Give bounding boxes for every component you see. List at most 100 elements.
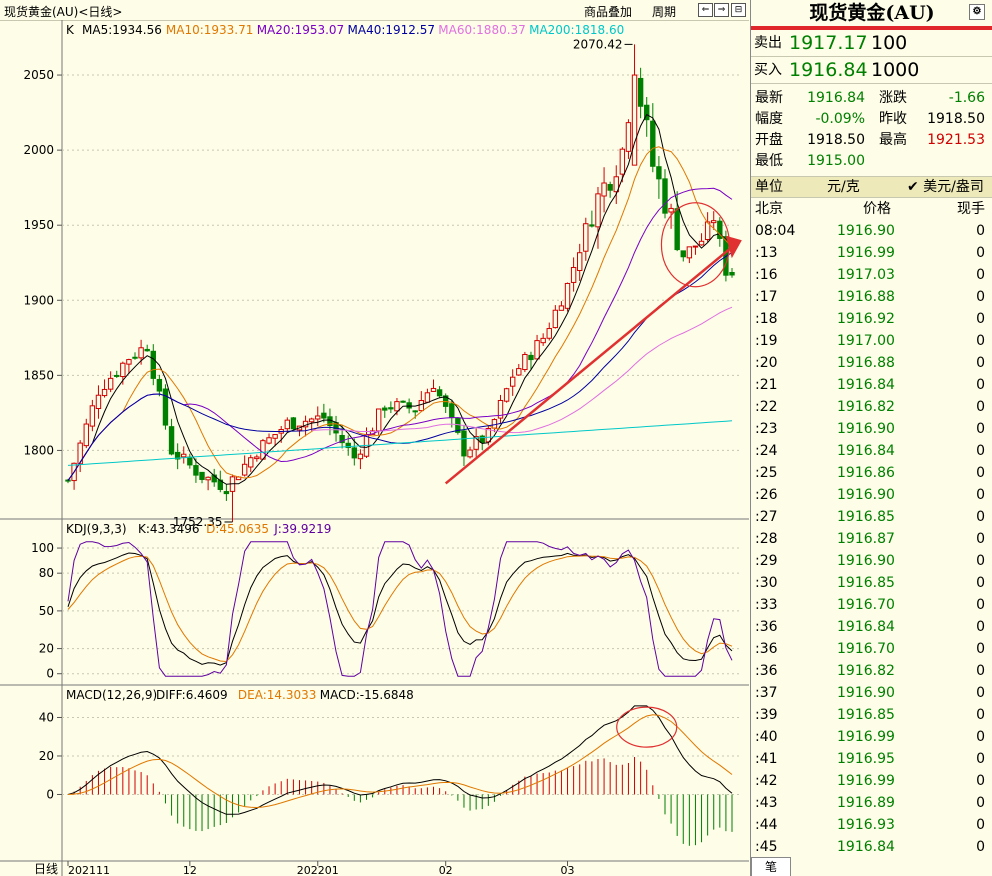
- candle-body: [120, 362, 126, 378]
- tick-time: :28: [755, 531, 778, 547]
- tick-price: 1916.86: [837, 465, 895, 481]
- unit-option-checkbox[interactable]: ✔ 美元/盎司: [907, 179, 984, 195]
- candle-body: [101, 388, 108, 397]
- tick-row: :21 1916.84 0: [751, 374, 992, 396]
- ma-line-20: [67, 187, 733, 481]
- ma-legend-label: MA40:1912.57: [348, 23, 436, 37]
- tick-volume: 0: [976, 619, 985, 635]
- candle-body: [424, 392, 431, 403]
- stat-value: -0.09%: [815, 111, 865, 127]
- tick-row: :45 1916.84 0: [751, 836, 992, 858]
- candle-body: [248, 457, 254, 468]
- high-annotation: 2070.42: [573, 37, 623, 51]
- candle-body: [77, 442, 83, 465]
- tick-row: :28 1916.87 0: [751, 528, 992, 550]
- unit-value[interactable]: 元/克: [827, 179, 860, 195]
- overlay-link[interactable]: 商品叠加: [584, 5, 633, 19]
- stat-value: -1.66: [948, 90, 985, 106]
- buy-price: 1916.84: [789, 59, 868, 81]
- stat-label: 涨跌: [879, 90, 907, 106]
- stat-row: 最新 1916.84 涨跌 -1.66: [751, 88, 992, 109]
- candle-body: [516, 368, 522, 376]
- candle-body: [704, 221, 711, 240]
- stat-label: 昨收: [879, 111, 907, 127]
- candle-body: [241, 463, 248, 476]
- period-link[interactable]: 周期: [652, 5, 677, 19]
- y-tick-label: 1950: [23, 218, 54, 232]
- candle-body: [668, 207, 674, 213]
- candle-body: [692, 245, 699, 248]
- candle-body: [729, 271, 735, 276]
- candle-body: [461, 430, 467, 457]
- y-tick-label: 2050: [23, 68, 54, 82]
- kdj-line-k: [67, 552, 733, 666]
- candle-body: [290, 417, 297, 430]
- candle-body: [589, 224, 595, 227]
- candle-body: [650, 120, 656, 167]
- candle-body: [144, 348, 150, 352]
- tick-volume: 0: [976, 465, 985, 481]
- tick-price: 1916.90: [837, 487, 895, 503]
- ma-line-60: [311, 306, 733, 434]
- stat-value: 1918.50: [927, 111, 985, 127]
- tick-price: 1916.87: [837, 531, 895, 547]
- tick-price: 1917.00: [837, 333, 895, 349]
- tick-time: :36: [755, 663, 778, 679]
- ma-line-200: [67, 420, 733, 466]
- candle-body: [717, 220, 723, 239]
- macd-legend-label: MACD:-15.6848: [320, 688, 414, 702]
- candle-body: [637, 77, 644, 107]
- tick-volume: 0: [976, 487, 985, 503]
- tick-price: 1916.88: [837, 289, 895, 305]
- candle-body: [503, 388, 510, 402]
- candle-body: [162, 388, 169, 426]
- candle-body: [662, 178, 668, 214]
- tick-volume: 0: [976, 553, 985, 569]
- candle-body: [522, 354, 528, 371]
- tick-time: :16: [755, 267, 778, 283]
- macd-diff-line: [67, 705, 733, 815]
- tick-time: :36: [755, 641, 778, 657]
- candle-body: [546, 328, 552, 339]
- kline-chart-area[interactable]: 180018501900195020002050020508010002040K…: [0, 20, 749, 876]
- kdj-legend-prefix: KDJ(9,3,3): [66, 522, 127, 536]
- settings-icon[interactable]: ⚙: [969, 4, 985, 20]
- candle-body: [564, 282, 571, 309]
- tab-trades[interactable]: 笔: [751, 857, 791, 876]
- candle-body: [394, 401, 400, 412]
- candle-body: [315, 415, 321, 420]
- nav-close-button[interactable]: ⊟: [731, 3, 746, 17]
- nav-right-button[interactable]: ⇒: [714, 3, 729, 17]
- tick-volume: 0: [976, 751, 985, 767]
- x-tick-label: 202201: [297, 864, 339, 876]
- candle-body: [552, 309, 559, 329]
- tick-volume: 0: [976, 817, 985, 833]
- candle-body: [534, 340, 540, 360]
- tick-list[interactable]: 08:04 1916.90 0:13 1916.99 0:16 1917.03 0:17 19…: [751, 220, 992, 858]
- tick-time: :36: [755, 619, 778, 635]
- candle-body: [473, 436, 479, 450]
- candle-body: [357, 453, 364, 460]
- tick-time: :20: [755, 355, 778, 371]
- candle-body: [375, 408, 382, 432]
- tick-volume: 0: [976, 333, 985, 349]
- tick-price: 1916.99: [837, 729, 895, 745]
- period-label: 日线: [34, 862, 58, 876]
- candle-body: [418, 400, 425, 412]
- tick-time: :17: [755, 289, 778, 305]
- candle-body: [321, 412, 327, 419]
- tick-row: :18 1916.92 0: [751, 308, 992, 330]
- tick-time: :42: [755, 773, 778, 789]
- candle-body: [126, 359, 132, 365]
- tick-volume: 0: [976, 729, 985, 745]
- tick-header-volume: 现手: [957, 201, 985, 217]
- candle-body: [528, 354, 534, 361]
- candle-body: [491, 419, 498, 429]
- title-underline: [751, 26, 992, 30]
- nav-left-button[interactable]: ⇐: [698, 3, 713, 17]
- y-tick-label: 1900: [23, 293, 54, 307]
- tick-price: 1916.84: [837, 839, 895, 855]
- tick-volume: 0: [976, 223, 985, 239]
- tick-row: :16 1917.03 0: [751, 264, 992, 286]
- tick-volume: 0: [976, 685, 985, 701]
